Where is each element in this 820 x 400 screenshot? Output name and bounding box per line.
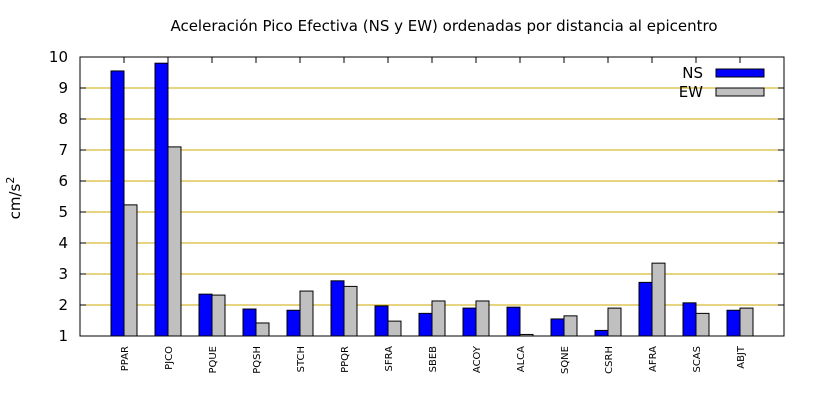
bar-ew-pqsh [255, 322, 270, 337]
bar-ns-afra [638, 281, 653, 337]
x-tick-label: AFRA [648, 346, 659, 372]
bar-ns-scas [682, 302, 697, 337]
bars [110, 62, 754, 337]
bar-ew-stch [299, 290, 314, 337]
x-tick-label: SQNE [560, 346, 571, 374]
x-tick-label: SCAS [692, 346, 703, 373]
bar-ns-pqsh [242, 308, 257, 337]
y-tick-label: 2 [58, 296, 68, 314]
bar-ew-pque [211, 294, 226, 337]
bar-ew-pjco [167, 146, 182, 337]
x-ticks: PPAR PJCO PQUE PQSH STCH PPQR SFRA SBEB ACOY ALCA… [120, 57, 747, 374]
y-tick-label: 4 [58, 234, 68, 252]
chart-title: Aceleración Pico Efectiva (NS y EW) orde… [170, 17, 717, 35]
y-tick-label: 9 [58, 79, 68, 97]
y-tick-label: 3 [58, 265, 68, 283]
y-tick-label: 10 [49, 48, 68, 66]
bar-ns-sbeb [418, 312, 433, 337]
y-tick-label: 5 [58, 203, 68, 221]
y-tick-label: 6 [58, 172, 68, 190]
x-tick-label: ABJT [736, 345, 747, 369]
y-tick-label: 1 [58, 327, 68, 345]
x-tick-label: CSRH [604, 346, 615, 374]
x-tick-label: ALCA [516, 346, 527, 372]
grid-lines [80, 87, 784, 306]
bar-ew-ppqr [343, 285, 358, 337]
legend-label: EW [679, 83, 703, 101]
x-tick-label: PPQR [340, 346, 351, 373]
bar-ns-stch [286, 309, 301, 337]
x-tick-label: STCH [296, 346, 307, 372]
bar-ew-abjt [739, 307, 754, 337]
bar-ns-ppqr [330, 280, 345, 337]
y-ticks: 1 2 3 4 5 6 7 8 9 10 [49, 48, 784, 345]
bar-ns-sqne [550, 318, 565, 337]
bar-ns-abjt [726, 309, 741, 337]
y-axis-label: cm/s2 [4, 177, 24, 220]
x-tick-label: PQUE [208, 346, 219, 374]
bar-ns-acoy [462, 307, 477, 337]
bar-ew-sbeb [431, 300, 446, 337]
x-tick-label: PQSH [252, 346, 263, 374]
x-tick-label: PPAR [120, 346, 131, 371]
bar-ew-ppar [123, 204, 138, 337]
bar-ns-pjco [154, 62, 169, 337]
bar-ew-scas [695, 312, 710, 337]
legend-swatch [715, 87, 765, 97]
bar-ew-sfra [387, 320, 402, 337]
bar-ns-pque [198, 293, 213, 337]
x-tick-label: SFRA [384, 346, 395, 372]
y-tick-label: 7 [58, 141, 68, 159]
bar-ns-alca [506, 306, 521, 337]
x-tick-label: ACOY [472, 345, 483, 373]
bar-ew-csrh [607, 307, 622, 337]
legend-label: NS [682, 64, 703, 82]
bar-ew-acoy [475, 300, 490, 337]
x-tick-label: SBEB [428, 346, 439, 373]
legend-swatch [715, 68, 765, 78]
x-tick-label: PJCO [164, 346, 175, 370]
bar-ns-sfra [374, 305, 389, 337]
y-tick-label: 8 [58, 110, 68, 128]
bar-ew-sqne [563, 315, 578, 337]
bar-ns-csrh [594, 329, 609, 337]
bar-ew-afra [651, 262, 666, 337]
bar-ns-ppar [110, 70, 125, 337]
